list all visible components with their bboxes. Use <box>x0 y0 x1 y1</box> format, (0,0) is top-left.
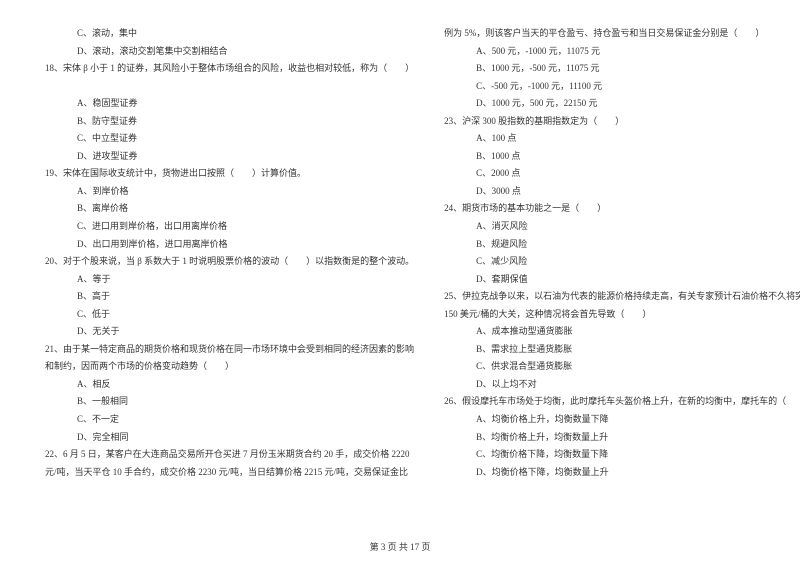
text-line: D、滚动，滚动交割笔集中交割相结合 <box>45 43 414 61</box>
text-line: 150 美元/桶的大关，这种情况将会首先导致（ ） <box>444 306 800 324</box>
text-line <box>45 78 414 96</box>
text-line: 21、由于某一特定商品的期货价格和现货价格在同一市场环境中会受到相同的经济因素的… <box>45 341 414 359</box>
text-line: C、进口用到岸价格，出口用离岸价格 <box>45 218 414 236</box>
text-line: A、稳固型证券 <box>45 95 414 113</box>
text-line: B、需求拉上型通货膨胀 <box>444 341 800 359</box>
text-line: B、1000 点 <box>444 148 800 166</box>
text-line: A、相反 <box>45 376 414 394</box>
text-line: D、以上均不对 <box>444 376 800 394</box>
text-line: D、3000 点 <box>444 183 800 201</box>
text-line: 和制约，因而两个市场的价格变动趋势（ ） <box>45 358 414 376</box>
text-line: C、滚动，集中 <box>45 25 414 43</box>
text-line: 18、宋体 β 小于 1 的证券，其风险小于整体市场组合的风险，收益也相对较低，… <box>45 60 414 78</box>
text-line: A、消灭风险 <box>444 218 800 236</box>
text-line: B、离岸价格 <box>45 200 414 218</box>
right-column: 例为 5%，则该客户当天的平仓盈亏、持仓盈亏和当日交易保证金分别是（ ）A、50… <box>444 25 800 481</box>
text-line: A、等于 <box>45 271 414 289</box>
text-line: B、防守型证券 <box>45 113 414 131</box>
text-line: C、不一定 <box>45 411 414 429</box>
text-line: D、均衡价格下降，均衡数量上升 <box>444 464 800 482</box>
text-line: C、-500 元，-1000 元，11100 元 <box>444 78 800 96</box>
text-line: C、低于 <box>45 306 414 324</box>
text-line: C、均衡价格下降，均衡数量下降 <box>444 446 800 464</box>
text-line: B、1000 元，-500 元，11075 元 <box>444 60 800 78</box>
text-line: C、中立型证券 <box>45 130 414 148</box>
text-line: B、一般相同 <box>45 393 414 411</box>
page-footer: 第 3 页 共 17 页 <box>0 540 800 553</box>
text-line: 25、伊拉克战争以来，以石油为代表的能源价格持续走高，有关专家预计石油价格不久将… <box>444 288 800 306</box>
text-line: A、500 元，-1000 元，11075 元 <box>444 43 800 61</box>
text-line: A、均衡价格上升，均衡数量下降 <box>444 411 800 429</box>
text-line: C、2000 点 <box>444 165 800 183</box>
text-line: D、套期保值 <box>444 271 800 289</box>
text-line: 26、假设摩托车市场处于均衡，此时摩托车头盔价格上升，在新的均衡中，摩托车的（ … <box>444 393 800 411</box>
text-line: A、到岸价格 <box>45 183 414 201</box>
left-column: C、滚动，集中D、滚动，滚动交割笔集中交割相结合18、宋体 β 小于 1 的证券… <box>45 25 414 481</box>
text-line: B、均衡价格上升，均衡数量上升 <box>444 429 800 447</box>
two-column-layout: C、滚动，集中D、滚动，滚动交割笔集中交割相结合18、宋体 β 小于 1 的证券… <box>45 25 755 481</box>
text-line: A、成本推动型通货膨胀 <box>444 323 800 341</box>
text-line: 22、6 月 5 日，某客户在大连商品交易所开仓买进 7 月份玉米期货合约 20… <box>45 446 414 464</box>
text-line: 20、对于个股来说，当 β 系数大于 1 时说明股票价格的波动（ ）以指数衡是的… <box>45 253 414 271</box>
text-line: C、供求混合型通货膨胀 <box>444 358 800 376</box>
text-line: D、完全相同 <box>45 429 414 447</box>
text-line: B、规避风险 <box>444 236 800 254</box>
text-line: 19、宋体在国际收支统计中，货物进出口按照（ ）计算价值。 <box>45 165 414 183</box>
text-line: C、减少风险 <box>444 253 800 271</box>
text-line: D、进攻型证券 <box>45 148 414 166</box>
text-line: B、高于 <box>45 288 414 306</box>
text-line: 元/吨，当天平仓 10 手合约，成交价格 2230 元/吨，当日结算价格 221… <box>45 464 414 482</box>
text-line: D、1000 元，500 元，22150 元 <box>444 95 800 113</box>
text-line: D、出口用到岸价格，进口用离岸价格 <box>45 236 414 254</box>
text-line: A、100 点 <box>444 130 800 148</box>
text-line: 例为 5%，则该客户当天的平仓盈亏、持仓盈亏和当日交易保证金分别是（ ） <box>444 25 800 43</box>
text-line: 24、期货市场的基本功能之一是（ ） <box>444 200 800 218</box>
text-line: 23、沪深 300 股指数的基期指数定为（ ） <box>444 113 800 131</box>
text-line: D、无关于 <box>45 323 414 341</box>
